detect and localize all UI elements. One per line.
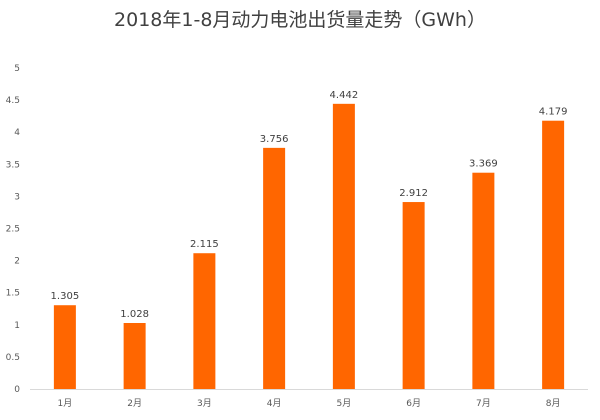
x-tick-label: 2月 — [127, 398, 142, 409]
chart-title: 2018年1-8月动力电池出货量走势（GWh） — [114, 9, 486, 31]
bar[interactable] — [332, 103, 355, 389]
x-tick-label: 3月 — [197, 398, 212, 409]
y-tick-label: 1.5 — [6, 289, 20, 299]
bar[interactable] — [542, 120, 565, 390]
bar[interactable] — [263, 147, 286, 389]
y-tick-label: 3.5 — [6, 160, 20, 170]
data-label: 3.369 — [469, 159, 498, 170]
y-tick-label: 2.5 — [6, 225, 20, 235]
bar[interactable] — [53, 305, 76, 389]
x-tick-label: 4月 — [267, 398, 282, 409]
y-tick-label: 4.5 — [6, 96, 20, 106]
data-label: 4.442 — [330, 90, 359, 101]
data-label: 4.179 — [539, 107, 568, 118]
y-tick-label: 1 — [14, 321, 20, 331]
x-tick-label: 8月 — [546, 398, 561, 409]
y-tick-label: 5 — [14, 64, 20, 74]
y-tick-label: 0.5 — [6, 353, 20, 363]
bar[interactable] — [472, 172, 495, 389]
y-tick-label: 3 — [14, 192, 20, 202]
data-label: 1.028 — [120, 309, 149, 320]
y-tick-label: 0 — [14, 385, 20, 395]
data-label: 1.305 — [51, 291, 80, 302]
bar[interactable] — [123, 323, 146, 389]
bar[interactable] — [402, 202, 425, 389]
x-tick-label: 7月 — [476, 398, 491, 409]
y-tick-label: 4 — [14, 128, 20, 138]
x-tick-label: 5月 — [337, 398, 352, 409]
x-tick-label: 6月 — [406, 398, 421, 409]
data-label: 2.912 — [399, 188, 428, 199]
data-label: 3.756 — [260, 134, 289, 145]
y-tick-label: 2 — [14, 257, 20, 267]
bar[interactable] — [193, 253, 216, 389]
data-label: 2.115 — [190, 239, 219, 250]
x-tick-label: 1月 — [58, 398, 73, 409]
